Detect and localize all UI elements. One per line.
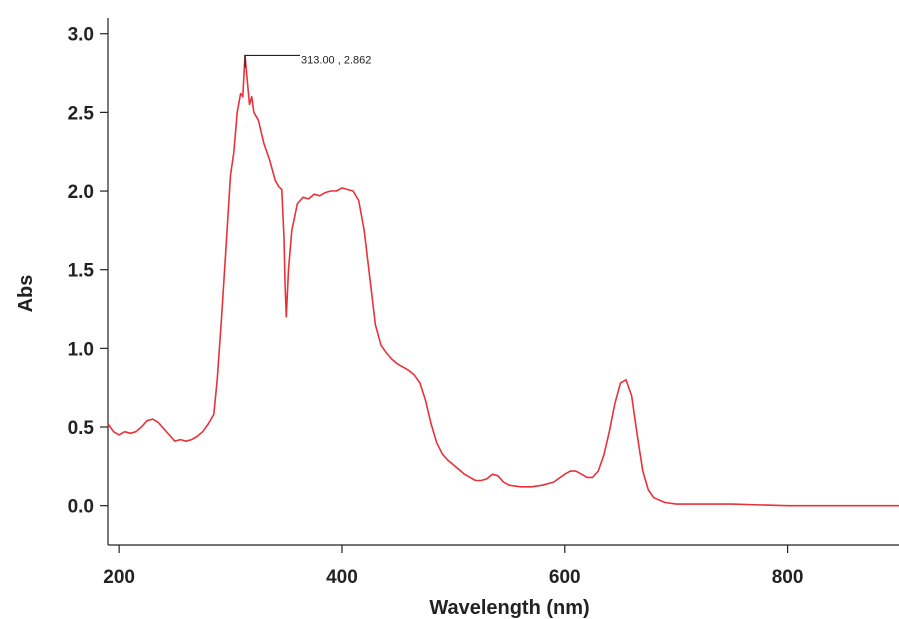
peak-annotation-label: 313.00 , 2.862: [301, 54, 371, 66]
absorbance-series-line: [107, 54, 899, 507]
x-tick-label: 400: [326, 567, 358, 588]
axes: 0.0 0.5 1.0 1.5 2.0 2.5 3.0 200 400 600 800: [68, 18, 899, 588]
y-axis-title: Abs: [15, 275, 37, 313]
peak-annotation: 313.00 , 2.862: [244, 54, 371, 68]
x-tick-label: 200: [103, 567, 135, 588]
series-layer: [107, 54, 899, 507]
x-tick-label: 800: [772, 567, 804, 588]
peak-annotation-leader: [244, 54, 301, 68]
y-tick-label: 3.0: [68, 25, 94, 46]
y-tick-label: 0.5: [68, 418, 95, 439]
y-tick-label: 1.5: [68, 261, 95, 282]
x-axis-title: Wavelength (nm): [429, 597, 589, 619]
y-tick-label: 2.0: [68, 182, 94, 203]
y-tick-label: 2.5: [68, 103, 95, 124]
y-tick-label: 1.0: [68, 339, 94, 360]
y-tick-label: 0.0: [68, 497, 94, 518]
x-tick-label: 600: [549, 567, 581, 588]
